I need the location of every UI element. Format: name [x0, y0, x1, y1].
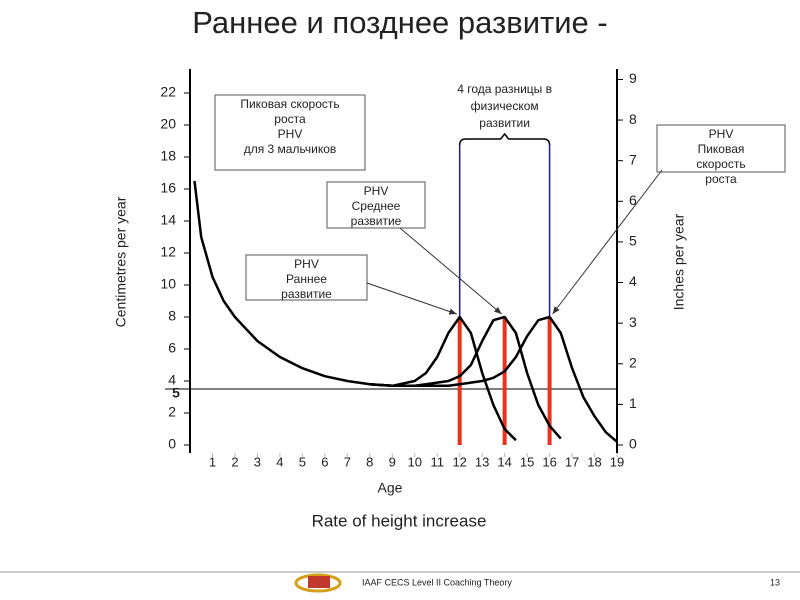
- y-tick-label: 16: [160, 180, 176, 196]
- bracket-label: развитии: [479, 116, 530, 130]
- y-tick-label: 4: [168, 372, 176, 388]
- arrow-head: [493, 306, 502, 314]
- y-tick-label: 8: [168, 308, 176, 324]
- annotation-text: роста: [274, 112, 306, 126]
- growth-curve: [369, 315, 618, 443]
- y-tick-label: 2: [168, 404, 176, 420]
- x-tick-label: 4: [276, 454, 283, 469]
- y2-tick-label: 8: [629, 111, 637, 127]
- annotation-box: [656, 124, 786, 173]
- y2-tick-label: 4: [629, 273, 637, 289]
- bracket-label: физическом: [471, 99, 539, 113]
- annotation-text: Пиковая скорость: [240, 97, 339, 111]
- y2-tick-label: 3: [629, 314, 637, 330]
- y-tick-label: 12: [160, 244, 176, 260]
- y-tick-label: 22: [160, 84, 176, 100]
- annotation-text: PHV: [364, 184, 389, 198]
- annotation-text: Пиковая: [698, 142, 745, 156]
- annotation-text: PHV: [294, 257, 319, 271]
- arrow-head: [552, 306, 560, 314]
- annotation-text: развитие: [281, 287, 332, 301]
- y2-tick-label: 9: [629, 70, 637, 86]
- annotation-box: [245, 254, 368, 301]
- y2-tick-label: 6: [629, 192, 637, 208]
- x-tick-label: 11: [430, 454, 444, 469]
- arrow-head: [448, 308, 457, 315]
- y-tick-label: 20: [160, 116, 176, 132]
- caption: Rate of height increase: [312, 511, 487, 530]
- y2-tick-label: 1: [629, 395, 637, 411]
- annotation-text: роста: [705, 172, 737, 186]
- slide-title: Раннее и позднее развитие -: [192, 5, 608, 40]
- annotation-text: PHV: [278, 127, 303, 141]
- bracket-label: 4 года разницы в: [457, 82, 552, 96]
- y2-tick-label: 7: [629, 151, 637, 167]
- annotation-arrow: [552, 169, 663, 315]
- page-number: 13: [770, 577, 780, 587]
- footer-text: IAAF CECS Level II Coaching Theory: [362, 577, 512, 587]
- annotation-arrow: [366, 282, 457, 315]
- bracket: [458, 132, 551, 146]
- annotation-text: для 3 мальчиков: [244, 142, 337, 156]
- annotation-text: PHV: [709, 127, 734, 141]
- y-tick-label: 18: [160, 148, 176, 164]
- x-tick-label: 12: [452, 454, 466, 469]
- x-tick-label: 9: [389, 454, 396, 469]
- x-tick-label: 5: [299, 454, 306, 469]
- x-tick-label: 10: [408, 454, 422, 469]
- logo: [294, 573, 342, 593]
- x-tick-label: 18: [587, 454, 601, 469]
- x-tick-label: 8: [366, 454, 373, 469]
- x-tick-label: 15: [520, 454, 534, 469]
- y2-tick-label: 5: [629, 233, 637, 249]
- x-axis-label: Age: [378, 480, 403, 496]
- annotation-text: Среднее: [352, 199, 401, 213]
- y2-axis-label: Inches per year: [671, 213, 687, 310]
- x-tick-label: 6: [321, 454, 328, 469]
- x-tick-label: 16: [542, 454, 556, 469]
- y-tick-label: 10: [160, 276, 176, 292]
- y-axis-label: Centimetres per year: [113, 196, 129, 327]
- y2-tick-label: 0: [629, 436, 637, 452]
- annotation-text: развитие: [351, 214, 402, 228]
- y-tick-label: 14: [160, 212, 176, 228]
- x-tick-label: 17: [565, 454, 579, 469]
- x-tick-label: 19: [610, 454, 624, 469]
- y-tick-label: 6: [168, 340, 176, 356]
- x-tick-label: 2: [231, 454, 238, 469]
- growth-curve: [369, 315, 562, 440]
- reference-label: 5: [172, 385, 180, 401]
- annotation-text: Раннее: [286, 272, 327, 286]
- x-tick-label: 7: [344, 454, 351, 469]
- y2-tick-label: 2: [629, 354, 637, 370]
- annotation-box: [214, 94, 366, 171]
- annotation-box: [326, 181, 426, 229]
- x-tick-label: 14: [497, 454, 511, 469]
- x-tick-label: 1: [209, 454, 216, 469]
- x-tick-label: 3: [254, 454, 261, 469]
- annotation-arrow: [399, 227, 502, 315]
- x-tick-label: 13: [475, 454, 489, 469]
- annotation-text: скорость: [696, 157, 745, 171]
- y-tick-label: 0: [168, 436, 176, 452]
